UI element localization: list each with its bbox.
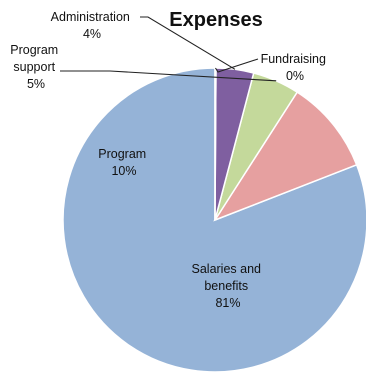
leader-line-fundraising xyxy=(215,58,259,73)
slice-label-salaries-pct: 81% xyxy=(215,296,240,310)
slice-label-fundraising-pct: 0% xyxy=(286,69,304,83)
slice-label-program-support-line2: support xyxy=(13,60,55,74)
slice-label-administration: Administration 4% xyxy=(51,10,134,41)
slice-label-salaries-line1: Salaries and xyxy=(192,262,262,276)
slice-label-administration-pct: 4% xyxy=(83,27,101,41)
slice-label-program-name: Program xyxy=(98,147,146,161)
leader-line-administration xyxy=(140,16,236,70)
chart-title: Expenses xyxy=(169,9,262,31)
slice-label-salaries-line2: benefits xyxy=(204,279,248,293)
slice-label-salaries: Salaries and benefits 81% xyxy=(192,262,265,310)
pie-slice-fundraising xyxy=(214,67,217,221)
slice-label-program-pct: 10% xyxy=(111,164,136,178)
leader-line-program-support xyxy=(60,70,277,82)
slice-label-program-support-pct: 5% xyxy=(27,77,45,91)
pie-slice-program xyxy=(213,91,358,222)
slice-label-program-support-line1: Program xyxy=(10,43,58,57)
slice-label-program-support: Program support 5% xyxy=(10,43,61,91)
slice-label-program: Program 10% xyxy=(98,147,149,178)
slice-label-fundraising: Fundraising 0% xyxy=(261,52,330,83)
slice-label-fundraising-name: Fundraising xyxy=(261,52,326,66)
slice-label-administration-name: Administration xyxy=(51,10,130,24)
